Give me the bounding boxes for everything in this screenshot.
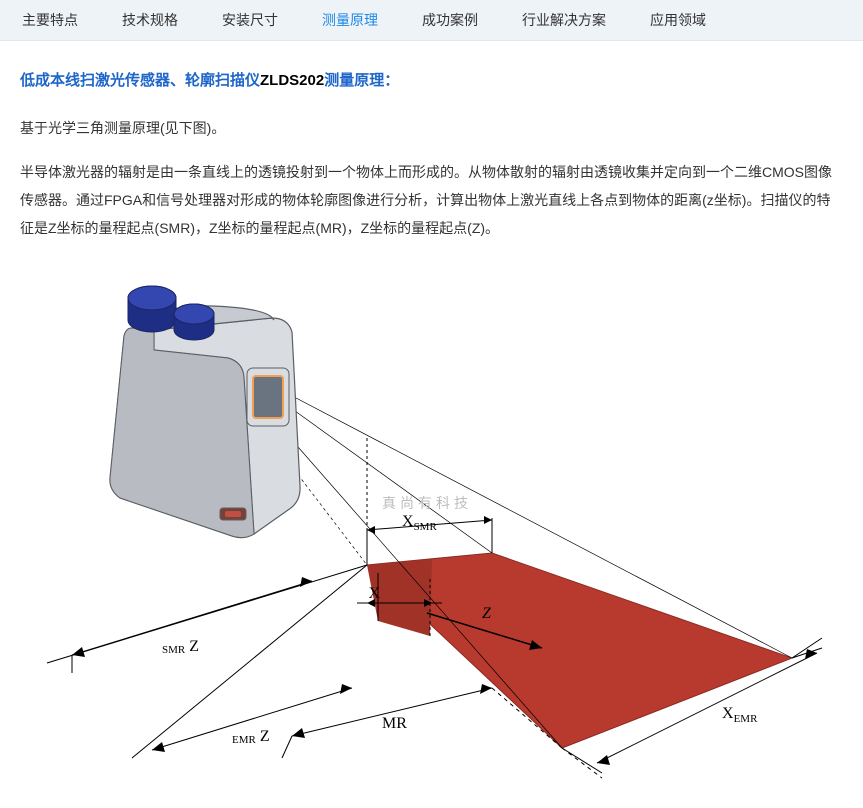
measurement-diagram: 真尚有科技 XSMR X Z SMR Z EMR Z MR XEMR	[22, 258, 842, 788]
title-model: ZLDS202	[260, 72, 324, 89]
section-title: 低成本线扫激光传感器、轮廓扫描仪ZLDS202测量原理：	[20, 69, 843, 90]
tab-solutions[interactable]: 行业解决方案	[500, 0, 628, 40]
sensor-window-glass	[253, 376, 283, 418]
tab-dimensions[interactable]: 安装尺寸	[200, 0, 300, 40]
label-mr: MR	[382, 715, 407, 732]
paragraph-1: 基于光学三角测量原理(见下图)。	[20, 114, 843, 142]
title-prefix: 低成本线扫激光传感器、轮廓扫描仪	[20, 72, 260, 89]
paragraph-2: 半导体激光器的辐射是由一条直线上的透镜投射到一个物体上而形成的。从物体散射的辐射…	[20, 158, 843, 242]
tab-cases[interactable]: 成功案例	[400, 0, 500, 40]
tab-principle[interactable]: 测量原理	[300, 0, 400, 40]
label-x: X	[368, 585, 380, 602]
label-smrz: SMR Z	[162, 638, 199, 656]
content-area: 低成本线扫激光传感器、轮廓扫描仪ZLDS202测量原理： 基于光学三角测量原理(…	[0, 41, 863, 808]
label-xsmr: XSMR	[402, 513, 437, 533]
label-emrz: EMR Z	[232, 728, 270, 746]
tab-bar: 主要特点 技术规格 安装尺寸 测量原理 成功案例 行业解决方案 应用领域	[0, 0, 863, 41]
watermark-text: 真尚有科技	[382, 496, 472, 512]
title-suffix: 测量原理：	[324, 72, 399, 89]
sensor-body-midface	[109, 328, 253, 538]
label-z: Z	[482, 605, 492, 622]
tab-applications[interactable]: 应用领域	[628, 0, 728, 40]
tab-specs[interactable]: 技术规格	[100, 0, 200, 40]
label-xemr: XEMR	[722, 705, 758, 725]
tab-main-features[interactable]: 主要特点	[0, 0, 100, 40]
